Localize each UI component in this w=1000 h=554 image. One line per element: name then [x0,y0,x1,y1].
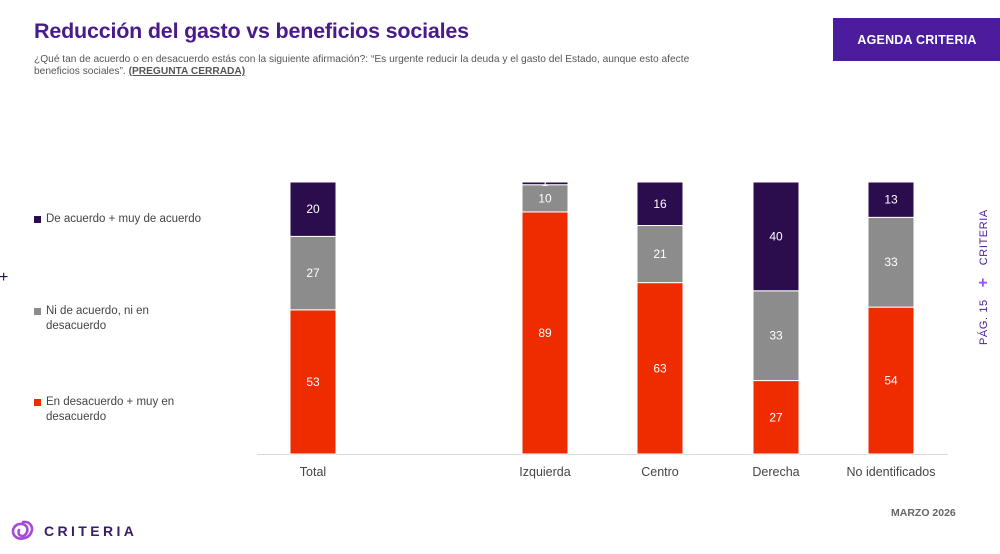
question-text: ¿Qué tan de acuerdo o en desacuerdo está… [34,54,734,78]
data-label-derecha-disagree: 27 [769,410,783,424]
category-label-centro: Centro [641,465,679,479]
category-label-izquierda: Izquierda [519,465,570,479]
legend-item-agree: De acuerdo + muy de acuerdo [34,212,201,227]
bar-total-neutral [289,235,337,311]
plus-icon: + [0,269,9,286]
bar-derecha-neutral [752,290,800,382]
criteria-logo-icon [11,520,34,540]
data-label-izquierda-disagree: 89 [538,326,552,340]
bar-total-agree [289,181,337,237]
legend-label-neutral: Ni de acuerdo, ni en desacuerdo [46,305,149,332]
legend-swatch-agree [34,216,41,223]
bar-centro-agree [636,181,684,227]
legend-item-neutral: Ni de acuerdo, ni en desacuerdo [34,304,174,333]
bar-centro-disagree [636,282,684,455]
data-label-derecha-neutral: 33 [769,329,783,343]
data-label-centro-neutral: 21 [653,247,667,261]
data-label-total-disagree: 53 [306,375,320,389]
data-label-derecha-agree: 40 [769,229,783,243]
bar-izquierda-agree [521,181,569,186]
category-label-total: Total [300,465,326,479]
side-page-label: PÁG. 15 + CRITERIA [975,205,993,345]
legend-swatch-disagree [34,399,41,406]
bar-derecha-disagree [752,380,800,455]
legend-swatch-neutral [34,308,41,315]
legend-label-disagree: En desacuerdo + muy en desacuerdo [46,396,175,423]
report-date: MARZO 2026 [891,507,956,519]
page-title: Reducción del gasto vs beneficios social… [34,19,469,43]
bar-total-disagree [289,309,337,455]
data-label-no-identificados-agree: 13 [884,193,898,207]
bar-no-identificados-agree [867,181,915,218]
criteria-logo: CRITERIA [10,519,137,543]
plus-icon: + [975,277,992,288]
data-label-izquierda-agree: 1 [542,175,549,189]
legend-label-agree: De acuerdo + muy de acuerdo [46,213,202,225]
category-label-derecha: Derecha [752,465,799,479]
logo-text: CRITERIA [44,523,138,539]
legend-item-disagree: En desacuerdo + muy en desacuerdo [34,395,194,424]
bar-izquierda-neutral [521,184,569,213]
question-body: ¿Qué tan de acuerdo o en desacuerdo está… [34,54,690,77]
data-label-no-identificados-disagree: 54 [884,374,898,388]
data-label-centro-agree: 16 [653,197,667,211]
data-label-centro-disagree: 63 [653,361,667,375]
bar-izquierda-disagree [521,211,569,455]
bar-derecha-agree [752,181,800,292]
side-page-number: PÁG. 15 [978,299,990,345]
agenda-criteria-button[interactable]: AGENDA CRITERIA [833,18,1000,61]
data-label-total-agree: 20 [306,202,320,216]
data-label-total-neutral: 27 [306,266,320,280]
category-label-no-identificados: No identificados [847,465,936,479]
data-label-izquierda-neutral: 10 [538,191,552,205]
closed-question-tag: (PREGUNTA CERRADA) [128,66,246,77]
data-label-no-identificados-neutral: 33 [884,255,898,269]
bar-centro-neutral [636,225,684,284]
side-brand: CRITERIA [978,209,990,266]
